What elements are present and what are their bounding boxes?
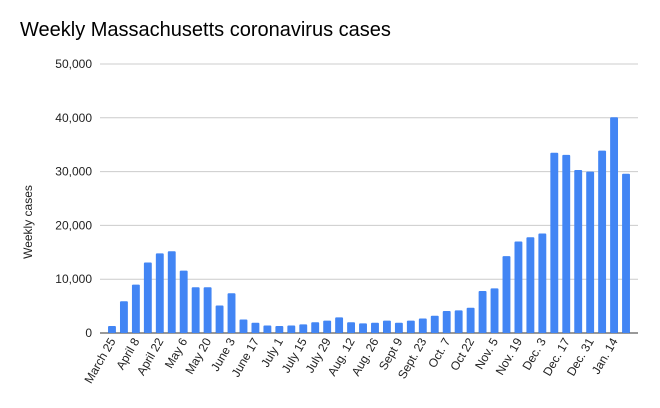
x-tick-label: Oct 22 [447,335,477,373]
bars [108,117,630,334]
bar [359,323,367,333]
bar [155,253,164,333]
y-tick-label: 10,000 [55,272,92,286]
bar [263,325,272,333]
bar [311,322,320,333]
bar [131,284,140,333]
bar [574,169,583,333]
bar [323,320,332,333]
bar [394,322,403,333]
bar [466,307,475,333]
bar [143,262,152,333]
bar [382,320,391,333]
bar [454,310,463,333]
bar [406,320,415,333]
y-tick-label: 0 [85,326,92,340]
bar [598,150,607,333]
bar [191,287,200,333]
bar [179,270,188,333]
bar [442,310,451,333]
bar [347,322,356,333]
y-axis-title: Weekly cases [21,185,35,259]
bar [430,315,439,333]
y-tick-label: 40,000 [55,111,92,125]
chart-title: Weekly Massachusetts coronavirus cases [20,19,391,41]
bar [562,154,571,333]
bar [215,305,224,333]
bar [287,325,296,333]
bar [335,317,344,333]
bar [203,287,212,333]
bar [478,291,487,333]
bar [119,301,128,333]
bar [299,324,308,333]
bar [239,319,248,333]
bar [526,237,535,333]
bar [622,173,630,333]
bar [610,117,619,334]
bar [108,326,116,333]
y-tick-label: 50,000 [55,57,92,71]
bar [514,241,523,333]
y-tick-label: 30,000 [55,165,92,179]
y-tick-label: 20,000 [55,218,92,232]
bar [586,171,595,333]
bar [167,251,176,333]
x-tick-label: March 25 [81,335,118,386]
gridlines [100,63,638,334]
y-axis-ticks: 0 10,000 20,000 30,000 40,000 50,000 [55,57,92,340]
bar [418,318,427,333]
bar [490,288,499,333]
bar [275,326,284,333]
bar [227,293,236,333]
bar [502,256,511,333]
bar [251,322,260,333]
bar [550,152,559,333]
bar [371,322,379,333]
bar [538,233,547,333]
